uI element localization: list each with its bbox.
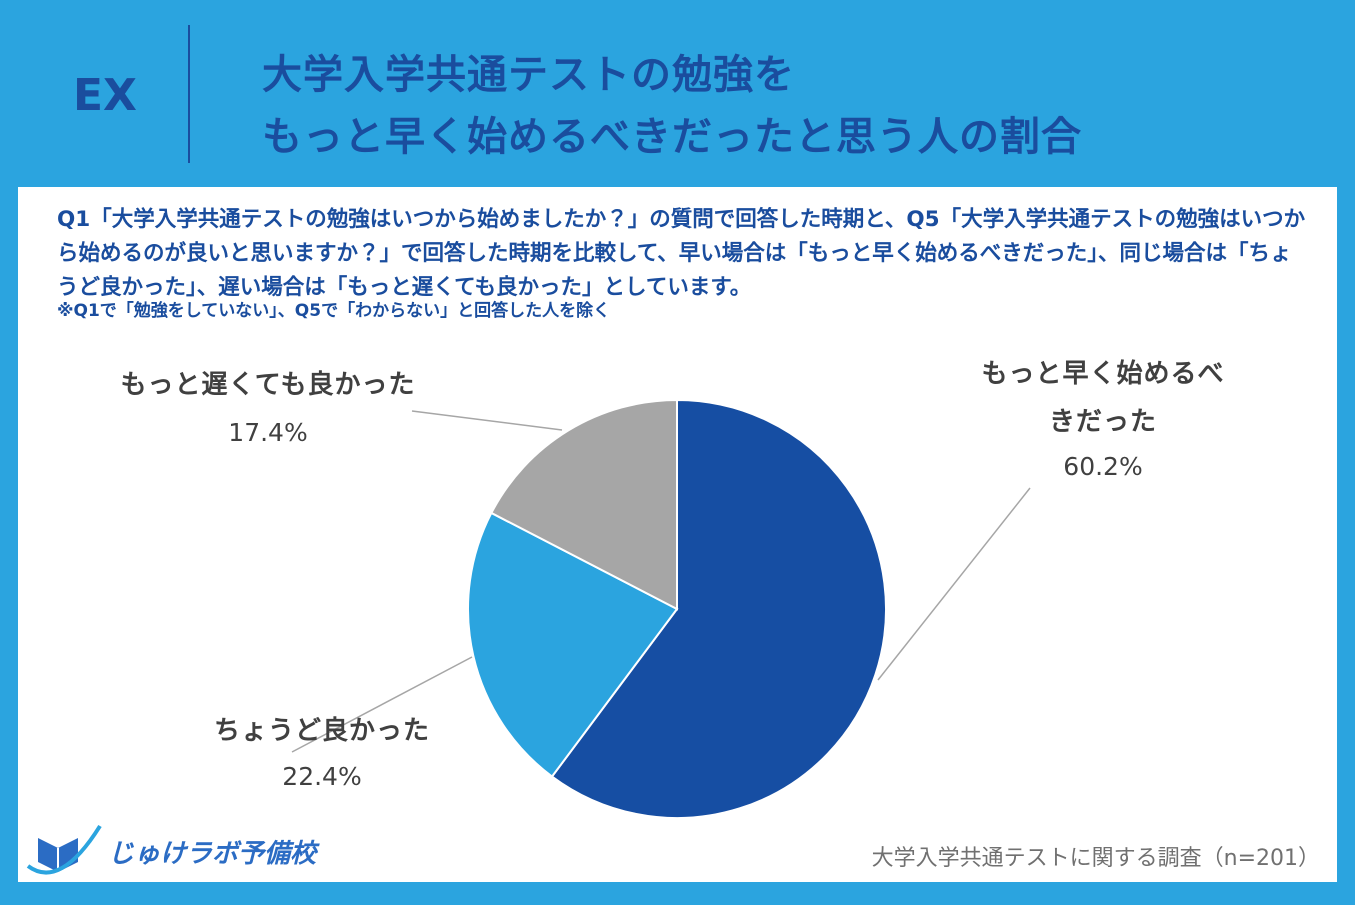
value-label: 17.4% xyxy=(228,418,308,447)
badge: EX xyxy=(73,70,137,121)
pie xyxy=(467,398,887,819)
pie-slice xyxy=(490,398,678,611)
leader-line xyxy=(291,656,473,753)
logo: じゅけラボ予備校 xyxy=(108,839,317,869)
title: もっと早く始めるべきだったと思う人の割合 xyxy=(262,114,1082,160)
value-label: 60.2% xyxy=(1063,452,1143,481)
category-label: ちょうど良かった xyxy=(213,716,431,746)
pie-slice xyxy=(467,511,679,778)
leader-lines xyxy=(291,410,1031,753)
note: ※Q1で「勉強をしていない」、Q5で「わからない」と回答した人を除く xyxy=(57,301,611,321)
category-label: もっと遅くても良かった xyxy=(120,370,416,400)
pie-slice xyxy=(550,398,887,819)
leader-line xyxy=(877,487,1031,681)
leader-line xyxy=(411,410,563,431)
value-label: 22.4% xyxy=(282,762,362,791)
title: 大学入学共通テストの勉強を xyxy=(262,52,795,98)
source: 大学入学共通テストに関する調査（n=201） xyxy=(871,846,1320,871)
separator xyxy=(188,25,190,163)
category-label: もっと早く始めるべきだった xyxy=(981,359,1225,437)
logo-icon xyxy=(26,824,102,875)
note: Q1「大学入学共通テストの勉強はいつから始めましたか？」の質問で回答した時期と、… xyxy=(57,207,1306,300)
